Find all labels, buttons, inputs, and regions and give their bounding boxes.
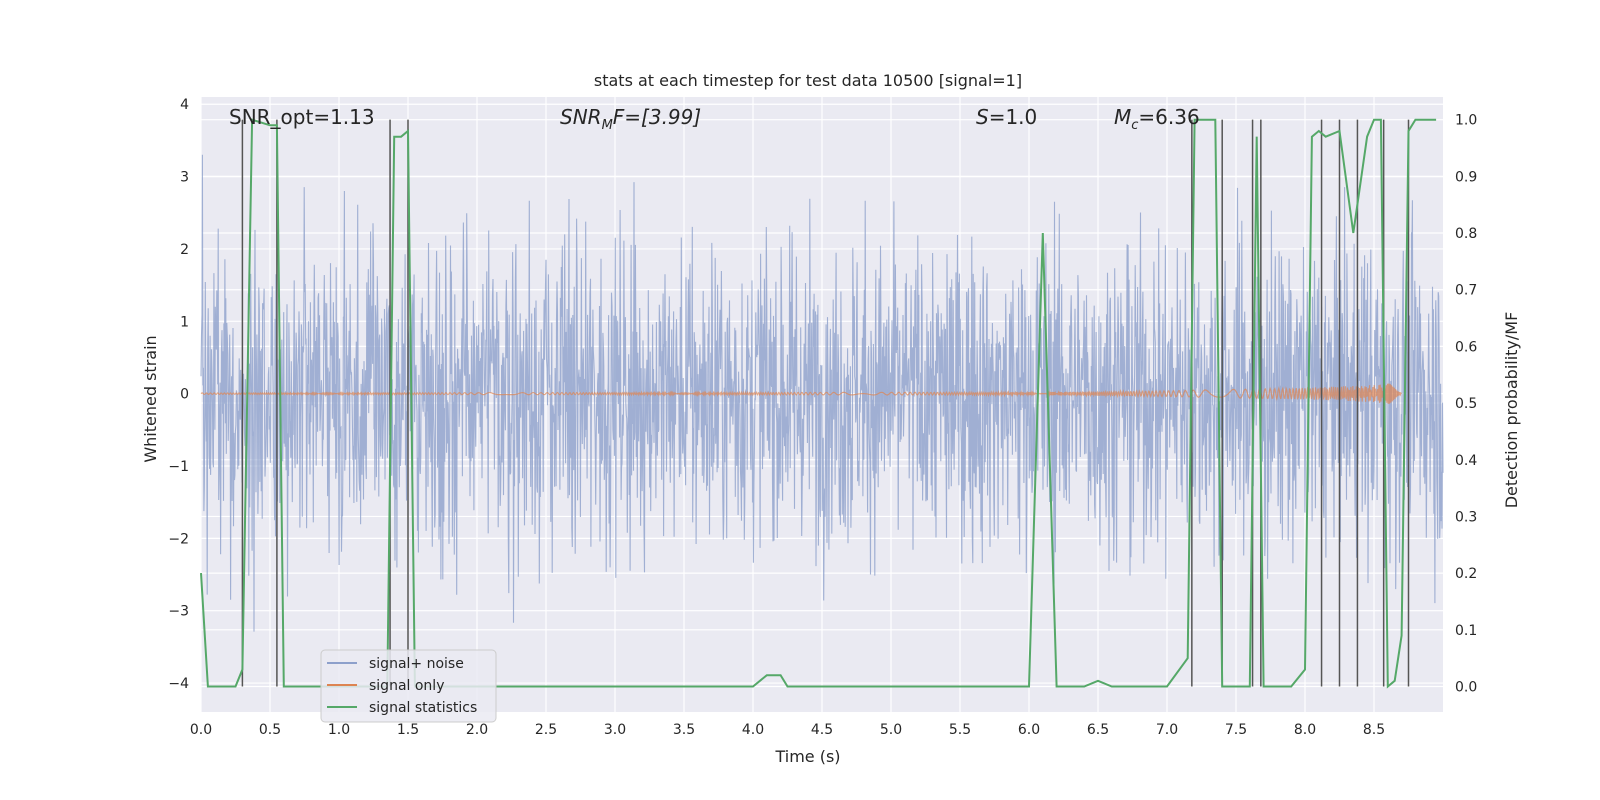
y-tick-label: −3 [168,604,189,620]
x-tick-label: 5.5 [949,722,971,738]
signal-line [200,383,1402,404]
s-value: =1.0 [989,105,1038,129]
snr-mf-prefix: SNR [560,105,602,129]
y-axis-label: Whitened strain [141,335,160,462]
x-tick-label: 3.5 [673,722,695,738]
x-tick-label: 2.5 [535,722,557,738]
legend-box [320,649,497,723]
x-tick-label: 3.0 [604,722,626,738]
x-tick-label: 4.5 [811,722,833,738]
x-tick-label: 6.5 [1087,722,1109,738]
signal-series [200,383,1402,404]
y2-tick-label: 0.9 [1455,169,1477,185]
y-axis-ticks: 4 3 2 1 0 −1 −2 −3 −4 [168,97,189,692]
y-tick-label: −4 [168,676,189,692]
y2-tick-label: 0.8 [1455,226,1477,242]
x-tick-label: 7.0 [1156,722,1178,738]
x-tick-label: 0.5 [259,722,281,738]
y2-tick-label: 0.3 [1455,509,1477,525]
x-axis-label: Time (s) [774,747,840,766]
x-tick-label: 1.5 [397,722,419,738]
annotation-snr-opt: SNR_opt=1.13 [229,105,375,129]
mc-value: =6.36 [1138,105,1199,129]
annotation-snr-mf: SNRMF=[3.99] [560,105,701,133]
y-tick-label: −1 [168,459,189,475]
legend-label-noise: signal+ noise [369,656,464,672]
legend-label-signal: signal only [369,678,444,694]
y2-tick-label: 0.0 [1455,679,1477,695]
mc-label: M [1114,105,1131,129]
x-tick-label: 4.0 [742,722,764,738]
x-tick-label: 5.0 [880,722,902,738]
y-tick-label: 4 [180,97,189,113]
snr-mf-suffix: F=[3.99] [613,105,701,129]
s-label: S [976,105,989,129]
y2-tick-label: 0.5 [1455,396,1477,412]
x-tick-label: 0.0 [190,722,212,738]
y-tick-label: 2 [180,242,189,258]
y-tick-label: 1 [180,314,189,330]
snr-mf-sub: M [602,118,613,133]
y2-axis-ticks: 1.0 0.9 0.8 0.7 0.6 0.5 0.4 0.3 0.2 0.1 0.0 [1455,113,1477,696]
y-tick-label: 3 [180,170,189,186]
y2-axis-label: Detection probability/MF [1502,312,1521,509]
annotation-mc: Mc=6.36 [1114,105,1200,133]
y-tick-label: 0 [180,387,189,403]
chart-title: stats at each timestep for test data 105… [594,71,1022,90]
y2-tick-label: 0.2 [1455,566,1477,582]
legend: signal+ noise signal only signal statist… [320,649,497,723]
y2-tick-label: 1.0 [1455,113,1477,129]
legend-label-stats: signal statistics [369,700,477,716]
x-tick-label: 2.0 [466,722,488,738]
x-tick-label: 6.0 [1018,722,1040,738]
x-axis-ticks: 0.0 0.5 1.0 1.5 2.0 2.5 3.0 3.5 4.0 4.5 5.0 5.5 6.0 6… [190,722,1385,738]
y2-tick-label: 0.1 [1455,623,1477,639]
x-tick-label: 7.5 [1225,722,1247,738]
y2-tick-label: 0.4 [1455,453,1477,469]
x-tick-label: 1.0 [328,722,350,738]
x-tick-label: 8.5 [1363,722,1385,738]
y2-tick-label: 0.7 [1455,283,1477,299]
mc-sub: c [1131,118,1138,133]
x-tick-label: 8.0 [1294,722,1316,738]
y2-tick-label: 0.6 [1455,339,1477,355]
y-tick-label: −2 [168,531,189,547]
annotation-s: S=1.0 [976,105,1037,129]
